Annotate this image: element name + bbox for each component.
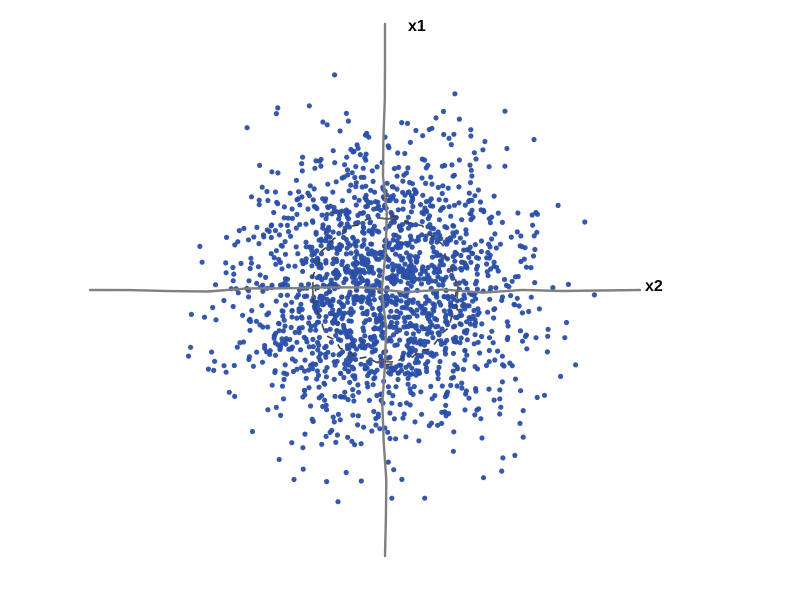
- axis-label-x1: x1: [408, 18, 426, 36]
- axis-label-x2: x2: [645, 278, 663, 296]
- tick-mark: [377, 218, 393, 219]
- tick-mark: [377, 361, 393, 362]
- tick-mark: [312, 282, 313, 298]
- tick-mark: [457, 282, 458, 298]
- scatter-chart: x1 x2: [0, 0, 800, 600]
- scatter-canvas: [0, 0, 800, 600]
